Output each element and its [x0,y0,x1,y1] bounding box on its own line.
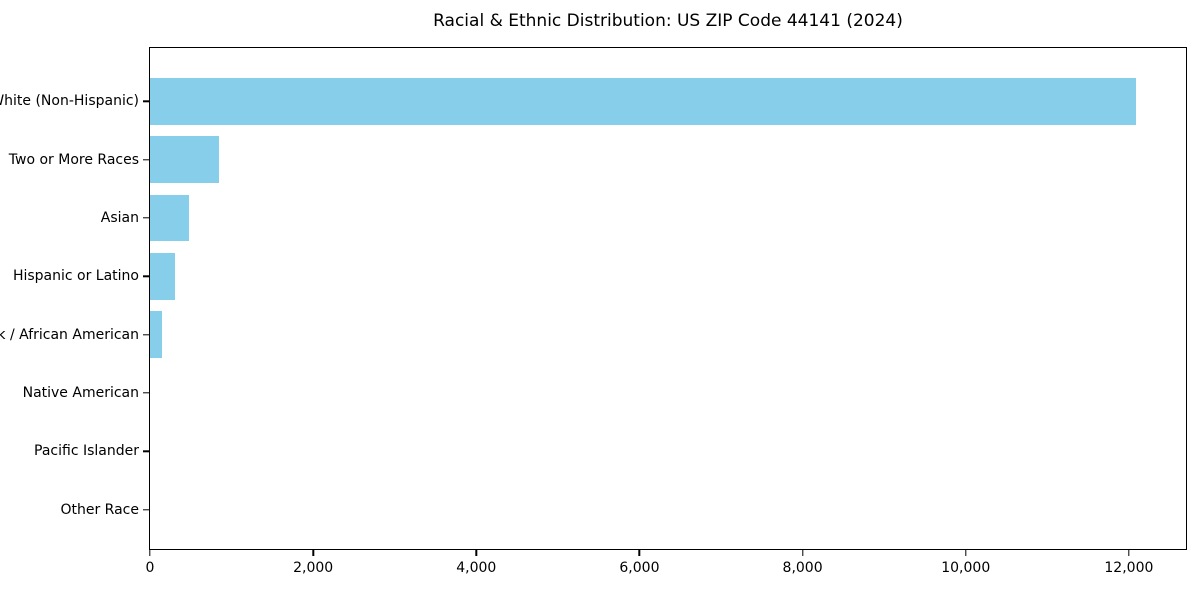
bar [150,136,219,183]
x-tick-label: 12,000 [1104,560,1154,576]
x-tick-label: 10,000 [941,560,991,576]
bars-container: White (Non-Hispanic) Two or More Races Asi… [0,48,1186,549]
category-label: White (Non-Hispanic) [0,93,139,110]
x-tick-mark [312,550,314,556]
y-tick-mark [143,509,149,511]
bar-row: Black / African American [0,306,1186,364]
x-tick-label: 4,000 [456,560,497,576]
bar-row: Asian [101,189,1186,247]
x-tick-label: 8,000 [782,560,823,576]
bar-row: Other Race [60,481,1186,539]
bar-row: Two or More Races [9,130,1186,188]
y-tick-mark [143,100,149,102]
category-label: Two or More Races [8,151,139,168]
bar [150,311,163,359]
bar-row: Native American [23,364,1186,422]
y-tick-mark [143,158,149,161]
category-label: Hispanic or Latino [12,268,139,285]
bar [150,252,176,300]
bar [150,194,190,242]
bar-row: White (Non-Hispanic) [0,72,1186,130]
plot-area: White (Non-Hispanic) Two or More Races Asi… [0,47,1187,576]
category-label: Other Race [60,501,139,518]
x-tick-mark [638,550,641,556]
category-label: Native American [22,385,139,402]
bar-row: Hispanic or Latino [13,247,1186,305]
chart-title: Racial & Ethnic Distribution: US ZIP Cod… [433,11,903,31]
x-tick-label: 0 [145,560,155,576]
x-tick-mark [1128,550,1130,556]
y-tick-mark [143,275,149,278]
x-tick-label: 2,000 [293,560,334,576]
x-tick-mark [149,550,151,556]
x-tick-mark [801,550,804,556]
x-tick-mark [475,550,477,556]
y-tick-mark [143,450,149,453]
y-tick-mark [143,392,149,394]
x-axis-ticks: 0 2,000 4,000 6,000 8,000 10,000 12,000 [146,549,1186,585]
x-tick-mark [965,550,967,556]
x-tick-label: 6,000 [619,560,660,576]
bar [150,77,1137,125]
category-label: Pacific Islander [34,443,139,460]
category-label: Black / African American [0,326,139,343]
y-tick-mark [143,217,149,219]
category-label: Asian [100,209,139,226]
y-tick-mark [143,333,149,336]
bar-row: Pacific Islander [34,422,1186,480]
